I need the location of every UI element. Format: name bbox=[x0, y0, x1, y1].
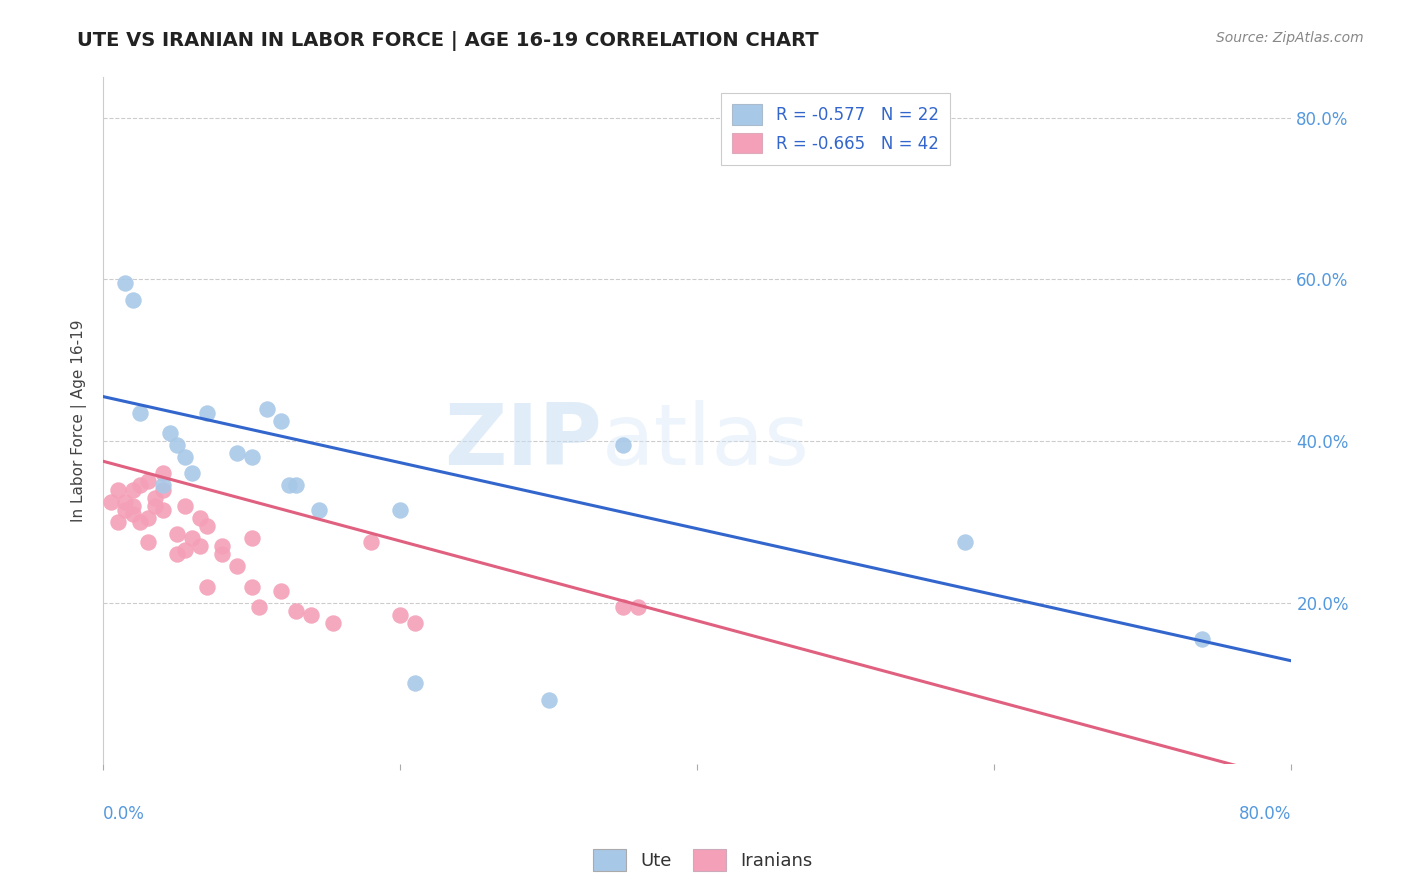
Point bbox=[225, 446, 247, 460]
Point bbox=[122, 499, 145, 513]
Point bbox=[136, 475, 159, 489]
Point bbox=[404, 676, 426, 690]
Point bbox=[360, 535, 382, 549]
Point bbox=[159, 425, 181, 440]
Point bbox=[256, 401, 278, 416]
Point bbox=[181, 467, 204, 481]
Point bbox=[107, 515, 129, 529]
Point bbox=[240, 450, 263, 465]
Text: ZIP: ZIP bbox=[444, 400, 602, 483]
Point bbox=[1191, 632, 1213, 646]
Point bbox=[107, 483, 129, 497]
Point bbox=[389, 607, 412, 622]
Point bbox=[152, 483, 174, 497]
Point bbox=[114, 502, 136, 516]
Legend: Ute, Iranians: Ute, Iranians bbox=[586, 842, 820, 879]
Point bbox=[143, 499, 166, 513]
Point bbox=[404, 615, 426, 630]
Point bbox=[270, 414, 292, 428]
Text: atlas: atlas bbox=[602, 400, 810, 483]
Point bbox=[211, 539, 233, 553]
Point bbox=[122, 293, 145, 307]
Point bbox=[114, 277, 136, 291]
Point bbox=[188, 511, 211, 525]
Point bbox=[299, 607, 322, 622]
Point bbox=[195, 519, 218, 533]
Point bbox=[174, 543, 197, 558]
Point bbox=[129, 515, 152, 529]
Point bbox=[143, 491, 166, 505]
Text: 0.0%: 0.0% bbox=[103, 805, 145, 823]
Point bbox=[114, 494, 136, 508]
Point bbox=[389, 502, 412, 516]
Point bbox=[953, 535, 976, 549]
Point bbox=[129, 406, 152, 420]
Point bbox=[122, 483, 145, 497]
Point bbox=[612, 438, 634, 452]
Point bbox=[537, 692, 560, 706]
Point bbox=[129, 478, 152, 492]
Point bbox=[166, 547, 188, 561]
Point bbox=[166, 438, 188, 452]
Point bbox=[152, 467, 174, 481]
Y-axis label: In Labor Force | Age 16-19: In Labor Force | Age 16-19 bbox=[72, 319, 87, 522]
Point bbox=[181, 531, 204, 545]
Point bbox=[100, 494, 122, 508]
Point bbox=[285, 604, 308, 618]
Point bbox=[195, 406, 218, 420]
Point bbox=[211, 547, 233, 561]
Point bbox=[136, 535, 159, 549]
Text: UTE VS IRANIAN IN LABOR FORCE | AGE 16-19 CORRELATION CHART: UTE VS IRANIAN IN LABOR FORCE | AGE 16-1… bbox=[77, 31, 818, 51]
Point bbox=[195, 580, 218, 594]
Point bbox=[166, 527, 188, 541]
Point bbox=[152, 502, 174, 516]
Point bbox=[122, 507, 145, 521]
Point bbox=[277, 478, 299, 492]
Text: 80.0%: 80.0% bbox=[1239, 805, 1292, 823]
Point bbox=[285, 478, 308, 492]
Text: Source: ZipAtlas.com: Source: ZipAtlas.com bbox=[1216, 31, 1364, 45]
Point bbox=[225, 559, 247, 574]
Point bbox=[174, 499, 197, 513]
Point bbox=[174, 450, 197, 465]
Point bbox=[612, 599, 634, 614]
Point bbox=[188, 539, 211, 553]
Point bbox=[322, 615, 344, 630]
Point bbox=[152, 478, 174, 492]
Point bbox=[270, 583, 292, 598]
Point bbox=[247, 599, 270, 614]
Point bbox=[136, 511, 159, 525]
Point bbox=[308, 502, 330, 516]
Point bbox=[240, 531, 263, 545]
Point bbox=[240, 580, 263, 594]
Point bbox=[627, 599, 650, 614]
Legend: R = -0.577   N = 22, R = -0.665   N = 42: R = -0.577 N = 22, R = -0.665 N = 42 bbox=[721, 93, 950, 165]
